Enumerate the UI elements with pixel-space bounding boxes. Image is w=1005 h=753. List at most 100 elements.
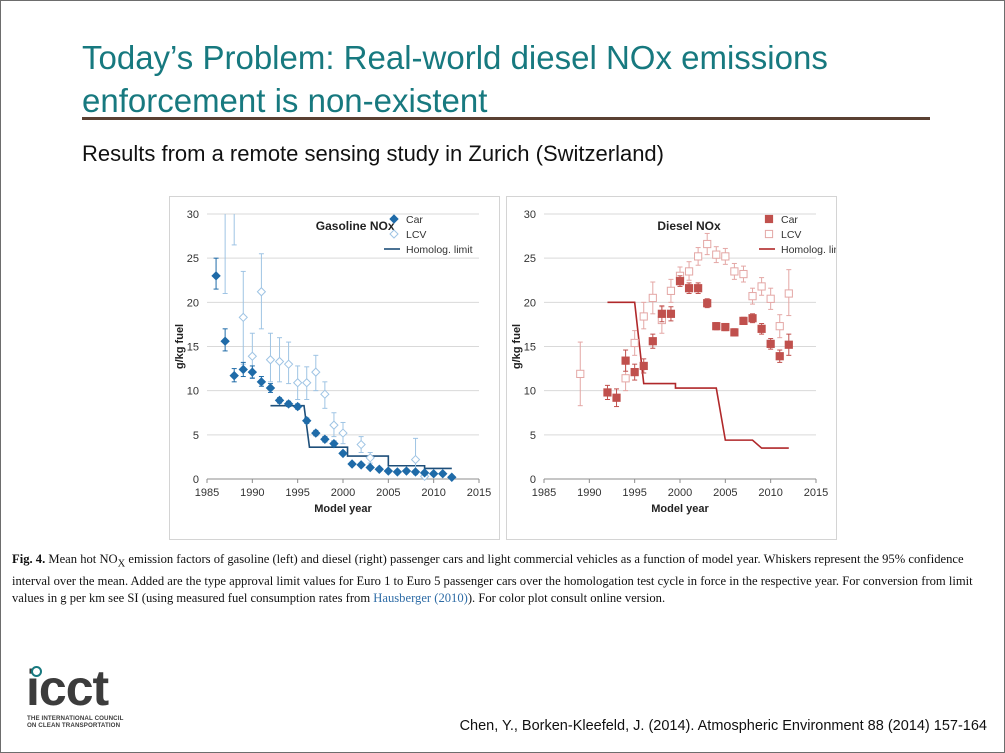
title-divider: [82, 117, 930, 120]
caption-subscript: X: [117, 558, 126, 570]
point-marker: [274, 395, 285, 406]
x-tick-label: 2015: [467, 487, 491, 499]
point-marker: [784, 289, 793, 298]
point-marker: [766, 339, 775, 348]
point-marker: [383, 466, 394, 476]
x-tick-label: 2010: [758, 487, 782, 499]
lcv-data-point: [338, 421, 348, 445]
legend-marker-swatch: [389, 229, 399, 239]
car-data-point: [220, 328, 230, 352]
caption-reference-link[interactable]: Hausberger (2010): [373, 590, 468, 605]
legend-label: Homolog. limit: [406, 244, 473, 256]
chart-title: Diesel NOx: [657, 219, 721, 233]
point-marker: [447, 472, 457, 482]
car-data-point: [338, 448, 348, 459]
car-data-point: [374, 464, 384, 474]
legend-entry-homolog-limit: Homolog. limit: [384, 244, 473, 256]
y-tick-label: 15: [187, 342, 199, 354]
lcv-data-point: [329, 412, 339, 438]
legend-entry-homolog-limit: Homolog. limit: [759, 244, 836, 256]
point-marker: [684, 284, 694, 293]
logo-tagline-line-2: ON CLEAN TRANSPORTATION: [27, 722, 121, 729]
slide-title-line-1: Today’s Problem: Real-world diesel NOx e…: [82, 39, 828, 76]
lcv-data-point: [730, 262, 739, 280]
x-tick-label: 1985: [532, 487, 556, 499]
point-marker: [639, 361, 648, 371]
x-tick-label: 2000: [331, 487, 355, 499]
point-marker: [238, 364, 248, 375]
point-marker: [220, 336, 230, 346]
point-marker: [648, 337, 657, 346]
point-marker: [612, 393, 621, 402]
car-data-point: [428, 468, 439, 479]
point-marker: [694, 284, 703, 293]
point-marker: [329, 420, 339, 430]
x-tick-label: 1995: [285, 487, 309, 499]
point-marker: [365, 453, 375, 463]
diesel-nox-chart: 0 5 10 15 20 25 30 1985 1990 1995 2000 2005 2010 2015…: [511, 209, 836, 515]
legend-marker-swatch: [764, 229, 774, 239]
caption-text-1: Mean hot NO: [45, 552, 118, 566]
car-data-point: [274, 395, 285, 406]
point-marker: [329, 438, 339, 449]
point-marker: [730, 328, 739, 337]
car-data-point: [675, 275, 685, 287]
point-marker: [775, 322, 784, 331]
car-data-point: [621, 349, 630, 372]
car-data-point: [302, 415, 312, 426]
legend-entry-car: Car: [764, 214, 798, 226]
point-marker: [374, 464, 384, 474]
x-tick-label: 1990: [240, 487, 264, 499]
point-marker: [265, 355, 276, 365]
point-marker: [256, 287, 267, 297]
car-data-point: [247, 365, 258, 379]
lcv-data-point: [302, 366, 312, 400]
legend-label: Car: [406, 214, 423, 226]
point-marker: [311, 428, 321, 438]
car-data-point: [730, 328, 739, 337]
point-marker: [703, 299, 712, 308]
car-data-point: [612, 388, 621, 408]
legend-label: LCV: [406, 229, 426, 241]
x-tick-label: 2005: [713, 487, 737, 499]
car-data-point: [320, 434, 330, 444]
point-marker: [247, 367, 258, 377]
point-marker: [630, 368, 639, 377]
lcv-data-point: [356, 436, 366, 453]
point-marker: [320, 434, 330, 444]
point-marker: [247, 351, 258, 361]
lcv-data-point: [231, 214, 237, 246]
lcv-data-point: [256, 253, 267, 330]
point-marker: [757, 282, 766, 291]
diesel-chart-panel: 0 5 10 15 20 25 30 1985 1990 1995 2000 2005 2010 2015…: [506, 196, 837, 540]
logo-dot-icon: [31, 666, 42, 677]
lcv-data-point: [648, 281, 657, 315]
point-marker: [766, 294, 775, 303]
point-marker: [666, 309, 676, 318]
point-marker: [748, 314, 757, 323]
lcv-data-point: [576, 341, 585, 407]
car-data-point: [630, 363, 639, 381]
lcv-data-point: [757, 277, 766, 296]
lcv-data-point: [703, 232, 712, 256]
point-marker: [238, 312, 248, 323]
point-marker: [356, 460, 366, 470]
point-marker: [311, 367, 321, 377]
logo-tagline-line-1: THE INTERNATIONAL COUNCIL: [27, 715, 124, 722]
car-data-point: [283, 399, 294, 409]
point-marker: [775, 352, 784, 361]
y-tick-label: 10: [524, 386, 536, 398]
lcv-data-point: [320, 381, 330, 409]
point-marker: [666, 286, 676, 295]
car-data-point: [766, 338, 775, 350]
gasoline-chart-panel: 0 5 10 15 20 25 30 1985 1990 1995 2000 2005 2010 2015…: [169, 196, 500, 540]
y-tick-label: 15: [524, 342, 536, 354]
lcv-data-point: [748, 287, 757, 305]
point-marker: [410, 467, 421, 477]
point-marker: [603, 388, 612, 397]
car-data-point: [410, 467, 421, 477]
point-marker: [438, 468, 448, 479]
car-data-point: [311, 428, 321, 438]
point-marker: [630, 338, 639, 348]
point-marker: [292, 378, 303, 388]
